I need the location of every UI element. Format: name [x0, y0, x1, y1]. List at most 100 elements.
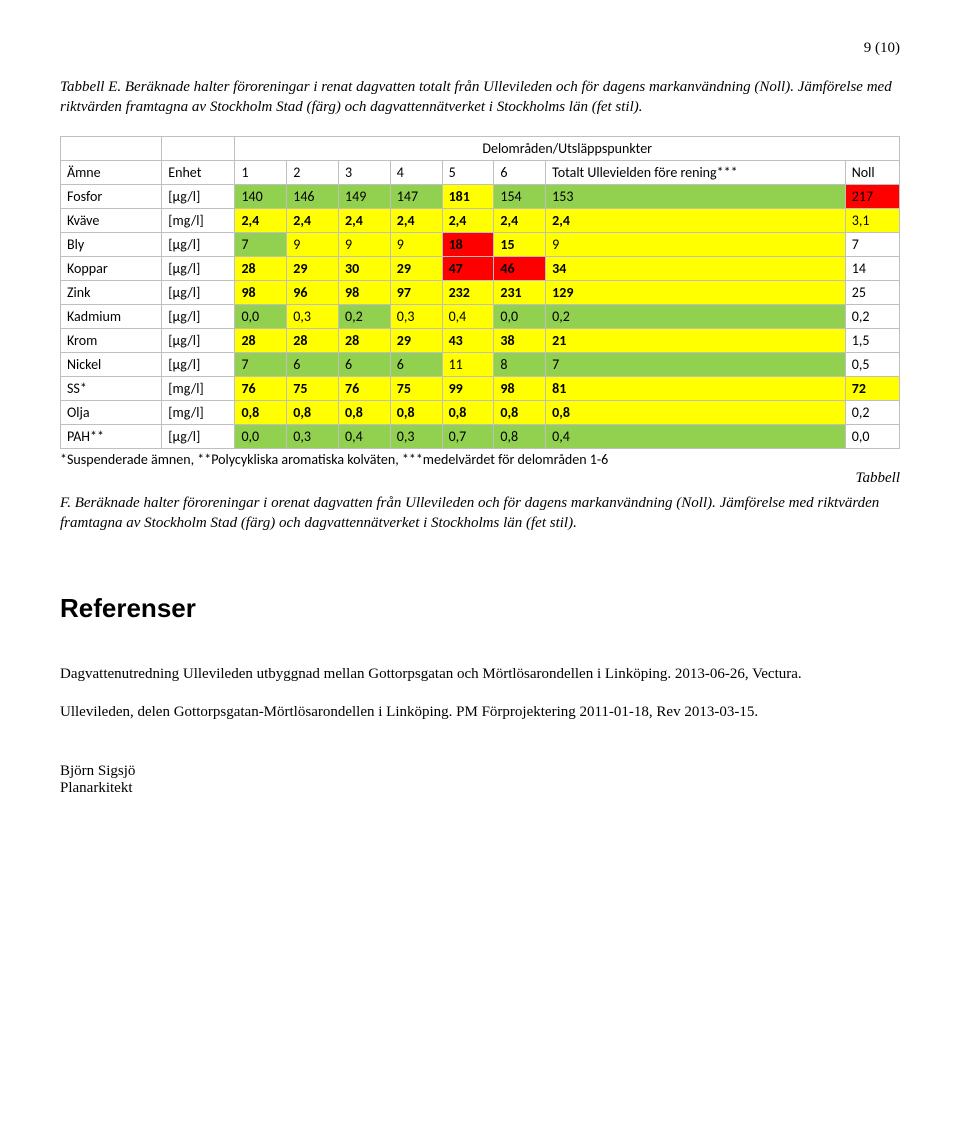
cell-enhet: [µg/l] [162, 256, 235, 280]
table-row: Kväve[mg/l]2,42,42,42,42,42,42,43,1 [61, 208, 900, 232]
cell-value: 7 [546, 352, 846, 376]
cell-value: 28 [339, 328, 391, 352]
cell-amne: Krom [61, 328, 162, 352]
cell-value: 0,4 [546, 424, 846, 448]
page-number: 9 (10) [60, 40, 900, 57]
cell-value: 6 [390, 352, 442, 376]
cell-value: 8 [494, 352, 546, 376]
cell-value: 0,8 [494, 400, 546, 424]
caption-table-e: Tabbell E. Beräknade halter föroreningar… [60, 77, 900, 118]
reference-item-2: Ullevileden, delen Gottorpsgatan-Mörtlös… [60, 702, 900, 722]
cell-value: 99 [442, 376, 494, 400]
cell-value: 1,5 [845, 328, 899, 352]
cell-enhet: [µg/l] [162, 352, 235, 376]
cell-value: 9 [287, 232, 339, 256]
cell-value: 140 [235, 184, 287, 208]
cell-value: 0,0 [235, 304, 287, 328]
col-5: 5 [442, 160, 494, 184]
cell-value: 0,2 [845, 400, 899, 424]
cell-value: 217 [845, 184, 899, 208]
cell-value: 149 [339, 184, 391, 208]
cell-value: 72 [845, 376, 899, 400]
table-row: Nickel[µg/l]766611870,5 [61, 352, 900, 376]
cell-value: 0,8 [339, 400, 391, 424]
cell-value: 2,4 [235, 208, 287, 232]
col-total: Totalt Ullevielden före rening*** [546, 160, 846, 184]
col-1: 1 [235, 160, 287, 184]
cell-value: 153 [546, 184, 846, 208]
cell-value: 0,2 [546, 304, 846, 328]
caption-table-f: F. Beräknade halter föroreningar i orena… [60, 493, 900, 534]
cell-value: 47 [442, 256, 494, 280]
table-superheader: Delområden/Utsläppspunkter [235, 136, 900, 160]
cell-value: 97 [390, 280, 442, 304]
cell-value: 0,0 [494, 304, 546, 328]
cell-value: 0,8 [235, 400, 287, 424]
cell-value: 7 [235, 352, 287, 376]
cell-value: 29 [390, 328, 442, 352]
cell-value: 11 [442, 352, 494, 376]
cell-amne: Zink [61, 280, 162, 304]
cell-value: 0,3 [390, 424, 442, 448]
cell-value: 43 [442, 328, 494, 352]
cell-value: 76 [339, 376, 391, 400]
cell-value: 29 [390, 256, 442, 280]
cell-enhet: [µg/l] [162, 184, 235, 208]
cell-value: 0,0 [235, 424, 287, 448]
cell-value: 2,4 [287, 208, 339, 232]
cell-amne: Kadmium [61, 304, 162, 328]
cell-value: 0,3 [287, 304, 339, 328]
cell-value: 28 [235, 256, 287, 280]
cell-value: 0,4 [442, 304, 494, 328]
table-row: Kadmium[µg/l]0,00,30,20,30,40,00,20,2 [61, 304, 900, 328]
table-row: Olja[mg/l]0,80,80,80,80,80,80,80,2 [61, 400, 900, 424]
cell-value: 0,3 [287, 424, 339, 448]
table-row: SS*[mg/l]7675767599988172 [61, 376, 900, 400]
caption-f-trailing: Tabbell [60, 470, 900, 487]
cell-value: 7 [235, 232, 287, 256]
cell-enhet: [µg/l] [162, 328, 235, 352]
cell-amne: PAH** [61, 424, 162, 448]
cell-value: 0,0 [845, 424, 899, 448]
cell-enhet: [µg/l] [162, 280, 235, 304]
cell-value: 146 [287, 184, 339, 208]
cell-amne: Bly [61, 232, 162, 256]
caption-f-label: F. [60, 495, 71, 511]
cell-value: 0,8 [494, 424, 546, 448]
reference-item-1: Dagvattenutredning Ullevileden utbyggnad… [60, 664, 900, 684]
cell-enhet: [mg/l] [162, 208, 235, 232]
cell-amne: Fosfor [61, 184, 162, 208]
cell-value: 38 [494, 328, 546, 352]
cell-value: 2,4 [442, 208, 494, 232]
cell-value: 0,8 [442, 400, 494, 424]
cell-value: 30 [339, 256, 391, 280]
cell-value: 29 [287, 256, 339, 280]
cell-value: 46 [494, 256, 546, 280]
table-row: Bly[µg/l]7999181597 [61, 232, 900, 256]
cell-value: 232 [442, 280, 494, 304]
table-header-row: Ämne Enhet 1 2 3 4 5 6 Totalt Ullevielde… [61, 160, 900, 184]
cell-value: 0,2 [339, 304, 391, 328]
references-heading: Referenser [60, 593, 900, 624]
cell-value: 14 [845, 256, 899, 280]
cell-amne: SS* [61, 376, 162, 400]
cell-value: 98 [235, 280, 287, 304]
cell-value: 0,2 [845, 304, 899, 328]
cell-value: 0,5 [845, 352, 899, 376]
cell-value: 231 [494, 280, 546, 304]
table-row: Zink[µg/l]9896989723223112925 [61, 280, 900, 304]
caption-f-text: Beräknade halter föroreningar i orenat d… [60, 495, 879, 531]
col-3: 3 [339, 160, 391, 184]
cell-enhet: [µg/l] [162, 424, 235, 448]
table-row: Koppar[µg/l]2829302947463414 [61, 256, 900, 280]
cell-value: 34 [546, 256, 846, 280]
cell-value: 9 [546, 232, 846, 256]
cell-value: 2,4 [546, 208, 846, 232]
col-4: 4 [390, 160, 442, 184]
col-amne: Ämne [61, 160, 162, 184]
caption-e-label: Tabbell E. [60, 79, 121, 95]
cell-value: 6 [287, 352, 339, 376]
col-6: 6 [494, 160, 546, 184]
cell-value: 9 [390, 232, 442, 256]
table-row: Fosfor[µg/l]140146149147181154153217 [61, 184, 900, 208]
